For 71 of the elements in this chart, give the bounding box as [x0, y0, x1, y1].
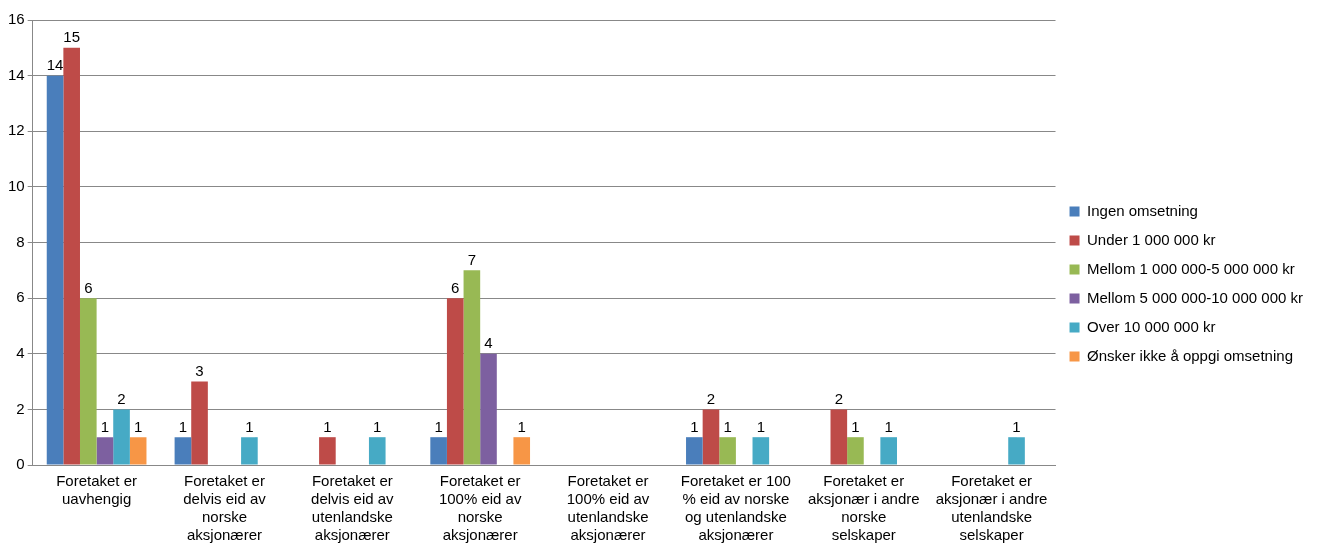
x-tick-label: Foretaket er 100% eid av utenlandske aksjonærer: [566, 472, 650, 544]
bar: [686, 437, 703, 465]
x-tick-label: Foretaket er aksjonær i andre utenlandske selskaper: [935, 472, 1048, 544]
bar: [63, 47, 80, 465]
bar: [319, 437, 336, 465]
bar: [191, 381, 208, 465]
data-label: 1: [723, 417, 732, 435]
y-tick-label: 6: [16, 288, 25, 306]
bar: [129, 437, 147, 465]
bar: [830, 409, 848, 465]
bar: [174, 437, 192, 465]
data-label: 1: [133, 417, 143, 435]
data-label: 1: [690, 417, 699, 435]
data-label: 2: [706, 390, 716, 408]
data-label: 3: [195, 362, 204, 380]
bar: [241, 437, 258, 465]
x-tick-label: Foretaket er aksjonær i andre norske selskaper: [807, 472, 920, 544]
y-tick-label: 10: [8, 177, 25, 195]
data-label: 1: [100, 417, 110, 435]
data-label: 1: [323, 417, 332, 435]
data-label: 7: [467, 250, 477, 268]
y-tick-label: 2: [16, 399, 25, 417]
x-tick-label: Foretaket er delvis eid av norske aksjonærer: [183, 472, 267, 544]
y-tick-label: 14: [8, 65, 25, 83]
data-label: 2: [117, 390, 126, 408]
y-tick-label: 16: [8, 10, 25, 28]
bar: [847, 437, 864, 465]
bar: [79, 298, 97, 465]
bar: [463, 270, 481, 465]
bar: [446, 298, 464, 465]
data-label: 14: [46, 56, 64, 74]
bar: [113, 409, 130, 465]
data-label: 1: [884, 417, 893, 435]
x-tick-label: Foretaket er uavhengig: [56, 472, 138, 508]
data-label: 6: [84, 278, 93, 296]
x-tick-label: Foretaket er 100 % eid av norske og utenlandske aksjonærer: [680, 472, 791, 544]
y-tick-label: 4: [16, 343, 25, 361]
data-label: 1: [517, 417, 526, 435]
data-label: 1: [851, 417, 860, 435]
data-label: 1: [756, 417, 765, 435]
data-label: 1: [434, 417, 443, 435]
legend-label: Mellom 1 000 000-5 000 000 kr: [1087, 259, 1295, 277]
data-label: 1: [1012, 417, 1021, 435]
data-label: 1: [245, 417, 254, 435]
bar: [430, 437, 447, 465]
y-tick-label: 0: [16, 455, 25, 473]
bar: [96, 437, 114, 465]
y-tick-label: 8: [16, 232, 25, 250]
legend-label: Over 10 000 000 kr: [1087, 317, 1216, 335]
bar: [880, 437, 897, 465]
bar: [1008, 437, 1025, 465]
bar: [368, 437, 386, 465]
data-label: 6: [451, 278, 460, 296]
x-tick-label: Foretaket er 100% eid av norske aksjonærer: [438, 472, 522, 544]
data-label: 4: [484, 334, 493, 352]
bar: [480, 353, 497, 465]
x-tick-label: Foretaket er delvis eid av utenlandske aksjonærer: [311, 472, 395, 544]
data-label: 2: [834, 390, 843, 408]
bar: [752, 437, 770, 465]
legend-label: Ingen omsetning: [1087, 201, 1198, 219]
data-label: 15: [63, 28, 81, 46]
legend-label: Under 1 000 000 kr: [1087, 230, 1216, 248]
bar: [513, 437, 531, 465]
bar: [702, 409, 720, 465]
legend-label: Mellom 5 000 000-10 000 000 kr: [1087, 288, 1304, 306]
y-tick-label: 12: [8, 121, 25, 139]
legend-label: Ønsker ikke å oppgi omsetning: [1087, 346, 1293, 364]
data-label: 1: [178, 417, 188, 435]
data-label: 1: [373, 417, 382, 435]
bar: [719, 437, 736, 465]
bar: [46, 75, 64, 465]
